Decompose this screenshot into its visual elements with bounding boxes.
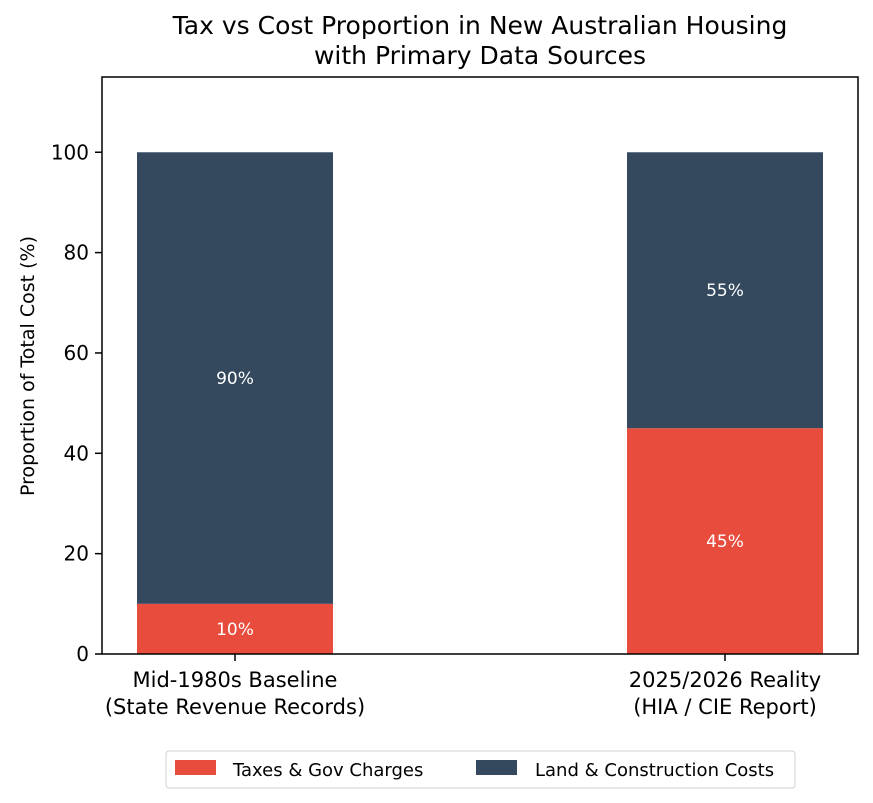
plot-frame <box>101 76 859 655</box>
bar-value-label-0-1: 90% <box>216 369 254 389</box>
y-tick-label-0: 0 <box>76 642 89 666</box>
y-tick-label-100: 100 <box>51 140 89 164</box>
chart-title-line-2: with Primary Data Sources <box>314 41 646 70</box>
y-tick-label-80: 80 <box>64 241 89 265</box>
bar-value-label-0-0: 10% <box>216 620 254 640</box>
x-axis: Mid-1980s Baseline (State Revenue Records… <box>105 654 821 719</box>
legend-label-land-construction: Land & Construction Costs <box>535 760 774 781</box>
y-tick-label-20: 20 <box>64 542 89 566</box>
x-category-label-0-line-1: (State Revenue Records) <box>105 695 365 719</box>
bar-value-label-1-0: 45% <box>706 532 744 552</box>
bars-layer: 10% 90% 45% 55% <box>137 152 823 654</box>
bar-1-series-0 <box>627 428 823 654</box>
legend: Taxes & Gov Charges Land & Construction … <box>165 750 796 789</box>
bar-1-series-1 <box>627 152 823 429</box>
x-category-label-1-line-1: (HIA / CIE Report) <box>633 695 817 719</box>
y-tick-label-40: 40 <box>64 441 89 465</box>
x-category-label-0-line-0: Mid-1980s Baseline <box>133 668 338 692</box>
x-category-label-1-line-0: 2025/2026 Reality <box>629 668 821 692</box>
legend-swatch-taxes <box>175 760 216 775</box>
bar-value-label-1-1: 55% <box>706 281 744 301</box>
legend-swatch-land-construction <box>476 760 517 775</box>
chart-title-line-1: Tax vs Cost Proportion in New Australian… <box>172 11 788 40</box>
y-tick-label-60: 60 <box>64 341 89 365</box>
bar-0-series-0 <box>137 603 333 654</box>
y-axis-label: Proportion of Total Cost (%) <box>17 236 39 496</box>
legend-label-taxes: Taxes & Gov Charges <box>232 760 423 781</box>
bar-0-series-1 <box>137 152 333 604</box>
y-axis: 0 20 40 60 80 100 <box>51 140 102 666</box>
